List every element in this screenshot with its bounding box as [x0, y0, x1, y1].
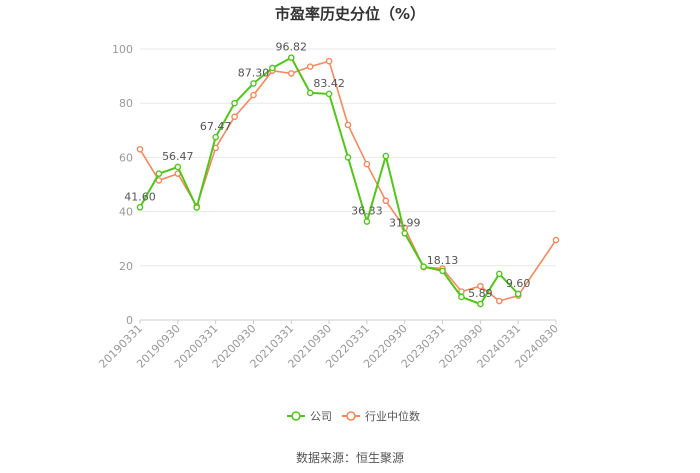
data-point-company — [344, 154, 352, 161]
data-point-company — [269, 64, 276, 72]
data-point-industry — [495, 297, 503, 305]
data-point-company — [439, 267, 446, 275]
data-point-company — [495, 270, 503, 278]
data-point-company — [231, 99, 238, 107]
data-point-company — [193, 204, 201, 211]
data-point-industry — [363, 160, 371, 168]
data-label: 5.89 — [468, 287, 493, 300]
data-point-industry — [552, 236, 560, 244]
data-point-company — [136, 203, 144, 211]
data-labels: 41.60 56.47 67.47 87.30 96.82 83.42 36.33 31.99… — [124, 41, 530, 300]
data-point-industry — [231, 113, 238, 121]
data-point-industry — [306, 63, 314, 70]
y-tick-label: 60 — [119, 151, 133, 164]
data-point-industry — [250, 91, 257, 99]
data-point-company — [420, 263, 427, 270]
source-text: 数据来源：恒生聚源 — [296, 450, 404, 465]
data-point-industry — [287, 70, 295, 77]
data-point-company — [458, 293, 465, 301]
legend[interactable]: 公司 行业中位数 — [287, 409, 420, 423]
data-point-company — [250, 80, 257, 87]
data-label: 9.60 — [506, 277, 531, 290]
legend-item-company[interactable]: 公司 — [287, 410, 332, 423]
data-point-company — [212, 133, 219, 141]
data-point-company — [325, 90, 333, 98]
legend-swatch-marker — [291, 411, 301, 421]
data-point-company — [514, 290, 522, 298]
data-point-company — [306, 89, 314, 97]
data-point-industry — [325, 57, 333, 65]
series-layer — [136, 54, 560, 308]
series-line-industry — [139, 60, 557, 302]
chart-title: 市盈率历史分位（%） — [275, 5, 425, 23]
data-label: 41.60 — [124, 190, 156, 203]
data-point-industry — [344, 121, 352, 129]
data-label: 96.82 — [276, 41, 308, 54]
data-label: 18.13 — [427, 254, 459, 267]
data-point-company — [382, 152, 390, 160]
data-point-company — [174, 163, 182, 171]
data-label: 31.99 — [389, 216, 421, 229]
y-tick-label: 20 — [119, 260, 133, 273]
data-label: 67.47 — [200, 120, 232, 133]
legend-label: 公司 — [310, 410, 332, 423]
data-label: 56.47 — [162, 150, 194, 163]
y-axis-ticks: 0 20 40 60 80 100 — [112, 43, 133, 327]
data-label: 87.30 — [238, 66, 270, 79]
data-point-company — [155, 170, 163, 177]
data-point-company — [477, 300, 484, 308]
y-tick-label: 40 — [119, 206, 133, 219]
legend-item-industry[interactable]: 行业中位数 — [342, 409, 420, 423]
x-axis: 2019033120190930202003312020093020210331… — [96, 319, 561, 371]
data-point-company — [287, 54, 295, 61]
data-point-industry — [382, 197, 390, 205]
data-label: 36.33 — [351, 205, 383, 218]
y-tick-label: 100 — [112, 43, 133, 56]
data-point-company — [363, 218, 371, 225]
data-label: 83.42 — [313, 77, 345, 90]
y-tick-label: 80 — [119, 97, 133, 110]
legend-label: 行业中位数 — [365, 409, 420, 423]
data-point-company — [401, 230, 409, 237]
data-point-industry — [155, 177, 163, 184]
legend-swatch-marker — [346, 411, 356, 421]
data-point-industry — [136, 145, 144, 153]
y-tick-label: 0 — [126, 314, 133, 327]
data-point-industry — [477, 282, 484, 290]
